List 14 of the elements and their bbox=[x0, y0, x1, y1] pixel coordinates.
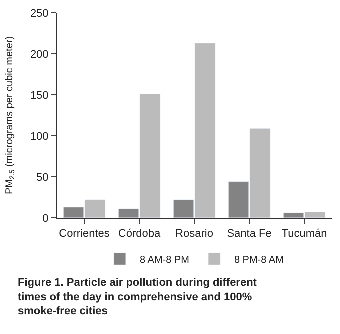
x-tick-label: Rosario bbox=[176, 228, 214, 240]
y-tick-label: 100 bbox=[30, 130, 49, 143]
y-tick-label: 0 bbox=[42, 212, 49, 225]
legend-label: 8 AM-8 PM bbox=[140, 255, 190, 266]
legend-label: 8 PM-8 AM bbox=[234, 255, 284, 266]
x-tick-label: Santa Fe bbox=[227, 228, 272, 240]
x-tick-label: Tucumán bbox=[282, 228, 328, 240]
y-tick-label: 200 bbox=[30, 48, 49, 61]
x-tick-label: Corrientes bbox=[59, 228, 110, 240]
text: Figure 1. Particle air pollution during different times of the day in comprehensive and 100% smoke-free cities bbox=[18, 277, 258, 318]
x-tick-label: Córdoba bbox=[118, 228, 162, 240]
y-tick-label: 150 bbox=[30, 90, 49, 102]
y-tick-label: 50 bbox=[36, 172, 49, 184]
y-tick-label: 250 bbox=[30, 8, 49, 20]
